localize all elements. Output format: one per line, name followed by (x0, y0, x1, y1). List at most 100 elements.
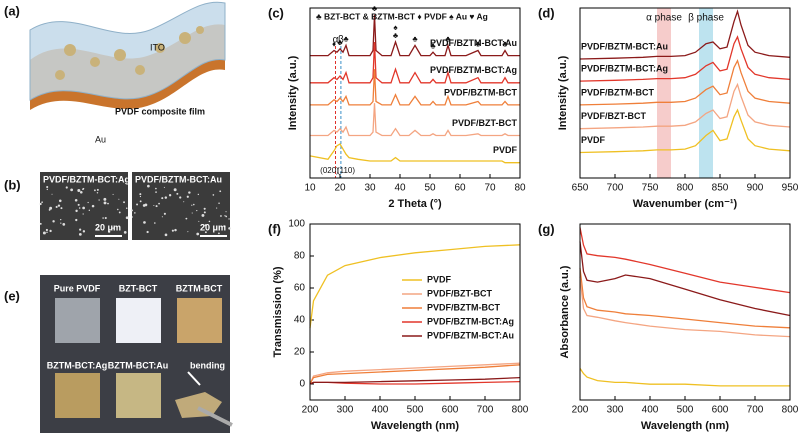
peak-marker: ♣ (445, 35, 451, 44)
sem-grain (62, 222, 66, 226)
series-line (309, 143, 520, 164)
sem-grain (228, 218, 230, 220)
sem-grain (60, 207, 63, 210)
sem-grain (131, 209, 133, 212)
x-tick-label: 50 (424, 183, 436, 194)
series-line (310, 69, 520, 106)
sample-label: bending (190, 360, 225, 370)
sem-image (132, 172, 230, 240)
film-sample (55, 373, 100, 418)
sem-grain (183, 201, 185, 203)
arrow (187, 371, 201, 386)
sem-grain (126, 207, 128, 210)
sem-grain (45, 228, 49, 232)
x-tick-label: 30 (364, 183, 376, 194)
film-sample (55, 298, 100, 343)
reference-label: β (338, 35, 344, 46)
sem-grain (107, 202, 109, 205)
sem-grain (218, 202, 220, 204)
sem-grain (139, 195, 142, 198)
series-line (579, 108, 791, 154)
sem-grain (161, 216, 163, 218)
sem-grain (203, 207, 206, 210)
x-tick-label: 800 (782, 405, 799, 416)
x-tick-label: 200 (572, 405, 589, 416)
panel-label: (g) (538, 221, 555, 236)
layer-label: ITO (150, 42, 165, 52)
x-tick-label: 600 (712, 405, 729, 416)
sem-grain (79, 228, 82, 231)
x-tick-label: 800 (677, 183, 694, 194)
sem-texture (39, 184, 231, 237)
sem-grain (60, 218, 62, 221)
sem-grain (185, 217, 188, 220)
ito-layer (29, 1, 226, 101)
series-label: PVDF/BZT-BCT (581, 111, 646, 121)
sample-label: BZTM-BCT (176, 283, 223, 293)
sem-grain (117, 208, 119, 211)
sem-grain (176, 192, 179, 195)
sem-grain (58, 199, 62, 203)
image-caption: PVDF/BZTM-BCT:Au (135, 174, 222, 184)
sem-grain (212, 194, 215, 196)
sem-grain (91, 204, 95, 208)
layer-label: PVDF composite film (115, 106, 205, 116)
sem-grain (163, 186, 165, 188)
series-label: PVDF/BZTM-BCT:Au (581, 41, 668, 51)
y-axis-title: Intensity (a.u.) (287, 55, 299, 130)
sem-grain (48, 208, 51, 211)
peak-marker: ♣ (412, 35, 418, 44)
sem-grain (96, 192, 99, 194)
panel-label: (a) (4, 3, 20, 18)
sem-grain (39, 222, 42, 225)
x-tick-label: 80 (514, 183, 526, 194)
series-line (309, 376, 521, 385)
sem-grain (46, 188, 48, 191)
phase-band (699, 8, 713, 178)
sem-grain (125, 216, 129, 220)
x-tick-label: 800 (512, 405, 529, 416)
y-axis-title: Transmission (%) (272, 266, 284, 357)
series-label: PVDF/BZT-BCT (452, 118, 517, 128)
x-tick-label: 500 (677, 405, 694, 416)
sem-grain (225, 211, 227, 213)
series-label: PVDF/BZTM-BCT:Au (430, 38, 517, 48)
y-axis-title: Absorbance (a.u.) (559, 265, 571, 358)
sem-grain (78, 207, 81, 209)
series-line (579, 241, 791, 317)
x-axis-title: Wavelength (nm) (371, 420, 460, 432)
sem-grain (82, 230, 86, 233)
legend-label: PVDF (427, 274, 452, 284)
sem-grain (41, 201, 43, 204)
sem-grain (57, 204, 61, 207)
x-tick-label: 300 (607, 405, 624, 416)
annotation: (020) (320, 166, 339, 175)
series-line (310, 14, 520, 57)
x-axis-title: Wavelength (nm) (641, 420, 730, 432)
peak-marker: ♦ (332, 40, 336, 49)
peak-marker: ♣ (393, 31, 399, 40)
x-tick-label: 900 (747, 183, 764, 194)
sem-grain (204, 231, 207, 234)
x-tick-label: 500 (407, 405, 424, 416)
panel-label: (f) (268, 221, 281, 236)
x-tick-label: 20 (334, 183, 346, 194)
legend-label: PVDF/BZTM-BCT:Au (427, 330, 514, 340)
sample-label: Pure PVDF (54, 283, 101, 293)
sem-grain (158, 202, 160, 205)
reference-label: α (333, 35, 339, 46)
plot-frame (309, 7, 521, 179)
sem-grain (75, 218, 78, 222)
particles (55, 26, 204, 80)
peak-marker: ♣ (502, 40, 508, 49)
peak-marker: ♠ (393, 23, 398, 32)
sem-grain (191, 204, 193, 206)
sem-grain (88, 209, 90, 212)
sem-grain (75, 209, 78, 213)
sem-grain (187, 231, 189, 233)
legend-label: PVDF/BZTM-BCT (427, 302, 500, 312)
panel-label: (c) (268, 5, 284, 20)
au-edge (30, 59, 225, 110)
sem-grain (46, 231, 48, 234)
series-line (309, 364, 521, 385)
